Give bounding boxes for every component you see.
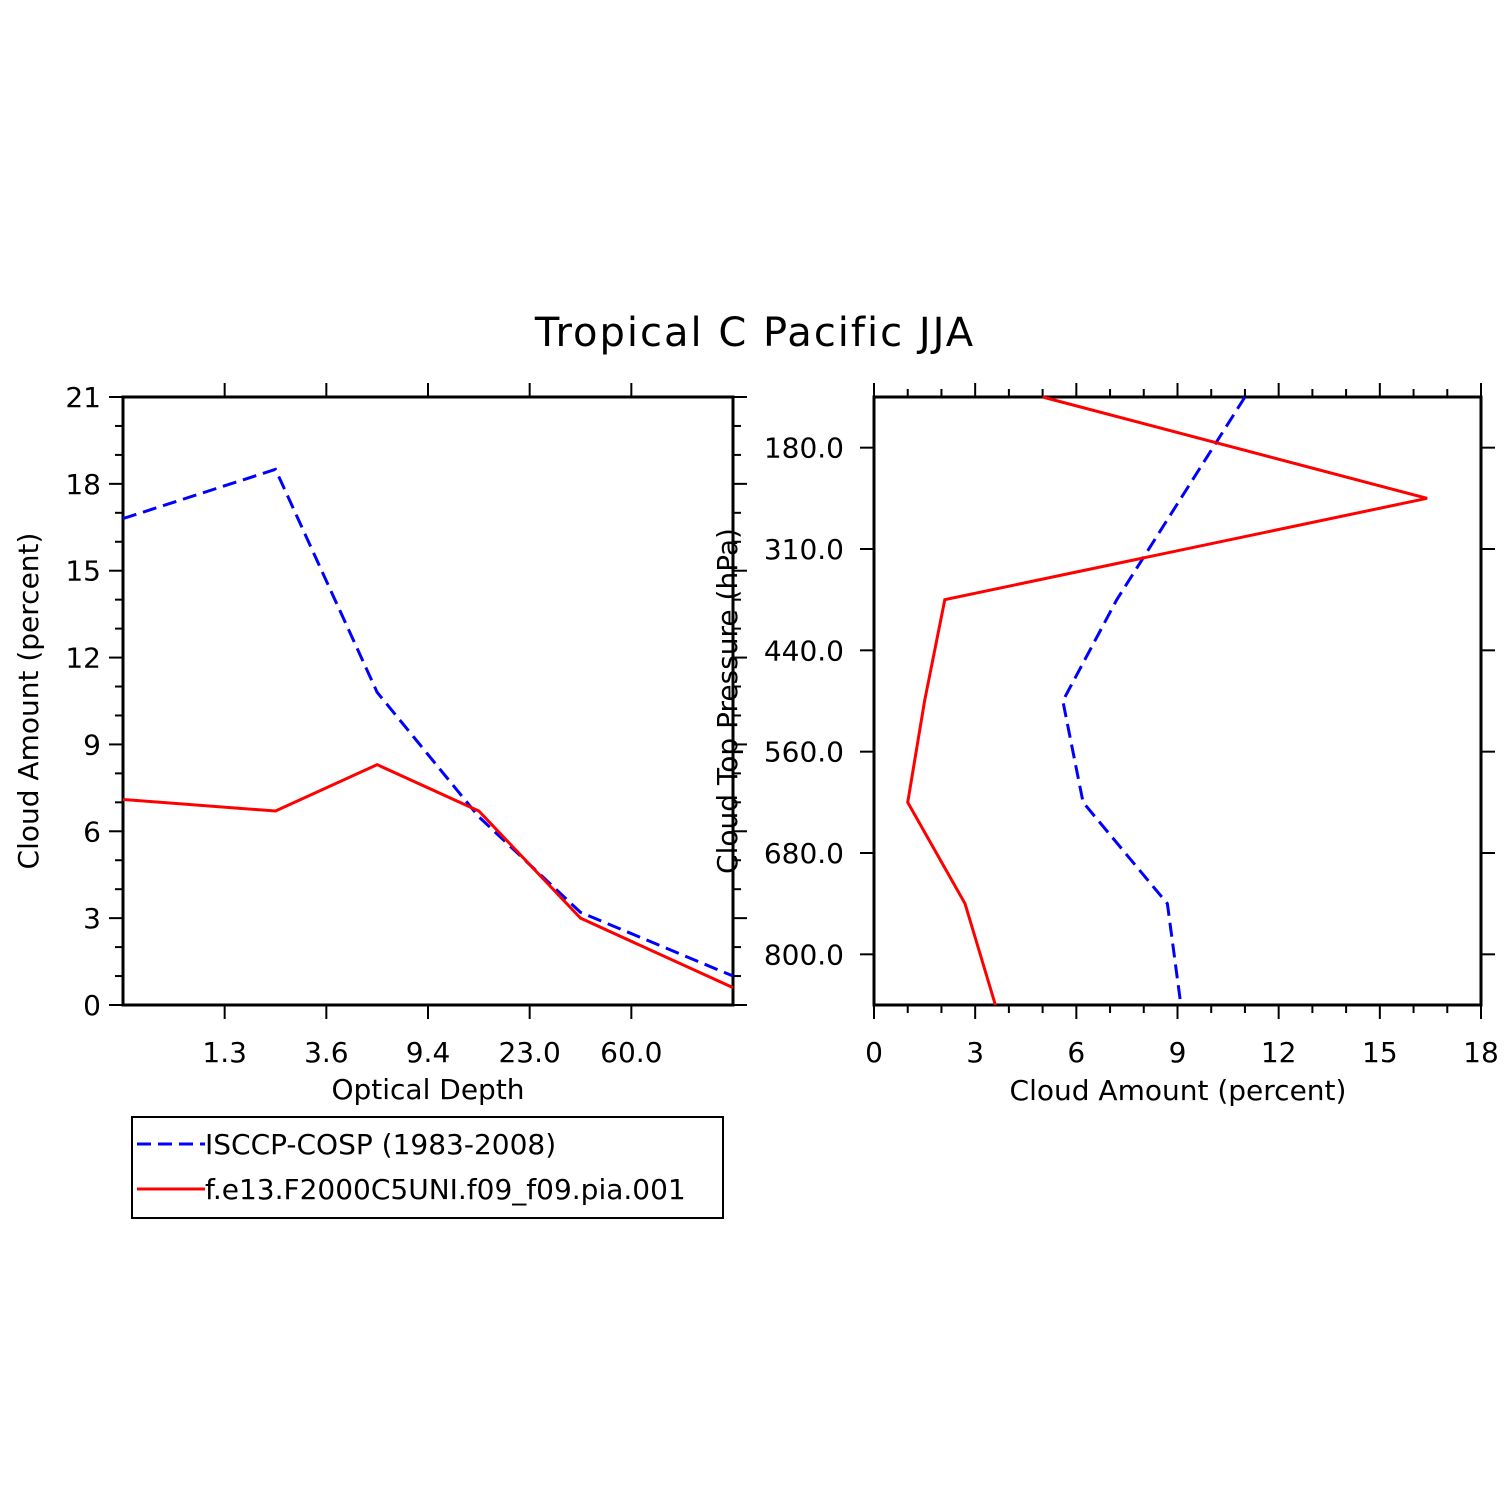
left-x-tick-label: 3.6 — [304, 1036, 349, 1069]
right-x-tick-labels: 0 3 6 9 12 15 18 — [865, 1036, 1499, 1069]
left-x-tick-label: 60.0 — [600, 1036, 662, 1069]
right-y-tick-label: 440.0 — [764, 634, 844, 667]
left-obs-series-line — [122, 467, 734, 978]
right-x-tick-label: 12 — [1261, 1036, 1297, 1069]
left-y-tick-labels: 0 3 6 9 12 15 18 21 — [65, 381, 101, 1022]
left-x-axis-label: Optical Depth — [331, 1073, 524, 1106]
left-x-tick-labels: 1.3 3.6 9.4 23.0 60.0 — [202, 1036, 662, 1069]
left-y-tick-label: 12 — [65, 642, 101, 675]
figure-title: Tropical C Pacific JJA — [534, 310, 975, 356]
left-x-tick-label: 1.3 — [202, 1036, 247, 1069]
left-series-lines — [122, 467, 734, 989]
right-y-tick-label: 680.0 — [764, 837, 844, 870]
right-model-series-line — [906, 395, 1428, 1006]
right-y-tick-label: 180.0 — [764, 432, 844, 465]
right-y-tick-label: 310.0 — [764, 533, 844, 566]
right-x-tick-label: 18 — [1463, 1036, 1499, 1069]
left-x-tick-label: 9.4 — [406, 1036, 451, 1069]
right-x-tick-label: 0 — [865, 1036, 883, 1069]
left-y-tick-label: 9 — [83, 728, 101, 761]
cloud-top-pressure-panel: 180.0 310.0 440.0 560.0 680.0 800.0 0 3 6 9 12 15 1… — [711, 383, 1499, 1107]
left-model-series-line — [122, 763, 734, 989]
left-y-tick-label: 15 — [65, 555, 101, 588]
right-y-tick-label: 560.0 — [764, 736, 844, 769]
left-y-tick-label: 0 — [83, 989, 101, 1022]
right-y-axis-label: Cloud Top Pressure (hPa) — [711, 528, 744, 874]
right-x-tick-label: 6 — [1067, 1036, 1085, 1069]
left-x-tick-label: 23.0 — [498, 1036, 560, 1069]
left-y-tick-label: 3 — [83, 902, 101, 935]
left-axis-ticks — [109, 383, 747, 1019]
left-y-tick-label: 21 — [65, 381, 101, 414]
right-y-tick-labels: 180.0 310.0 440.0 560.0 680.0 800.0 — [764, 432, 844, 972]
legend-box — [131, 1116, 724, 1219]
left-y-tick-label: 6 — [83, 815, 101, 848]
legend-model-label: f.e13.F2000C5UNI.f09_f09.pia.001 — [205, 1173, 686, 1206]
right-x-tick-label: 3 — [966, 1036, 984, 1069]
right-axis-ticks — [860, 383, 1495, 1019]
right-x-tick-label: 15 — [1362, 1036, 1398, 1069]
left-y-tick-label: 18 — [65, 468, 101, 501]
right-x-tick-label: 9 — [1169, 1036, 1187, 1069]
left-y-axis-label: Cloud Amount (percent) — [12, 533, 45, 870]
legend-obs-label: ISCCP-COSP (1983-2008) — [205, 1128, 556, 1161]
right-series-lines — [906, 395, 1428, 1006]
legend: ISCCP-COSP (1983-2008) f.e13.F2000C5UNI.… — [131, 1116, 724, 1219]
right-obs-series-line — [1061, 396, 1247, 1006]
right-x-axis-label: Cloud Amount (percent) — [1010, 1074, 1347, 1107]
right-y-tick-label: 800.0 — [764, 938, 844, 971]
optical-depth-panel: 0 3 6 9 12 15 18 21 1.3 3.6 9.4 23.0 60.0 Optical D… — [12, 381, 747, 1106]
